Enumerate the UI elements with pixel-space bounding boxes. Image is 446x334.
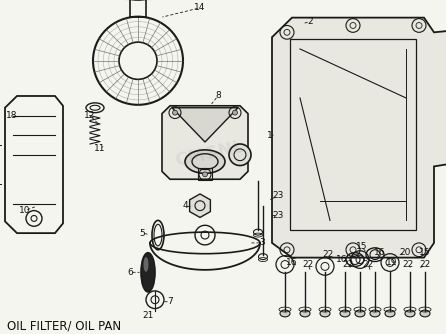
Text: OIL FILTER/ OIL PAN: OIL FILTER/ OIL PAN <box>7 319 121 332</box>
Text: 22: 22 <box>343 260 354 269</box>
Text: 19: 19 <box>386 258 398 267</box>
Text: 15: 15 <box>356 242 368 252</box>
Polygon shape <box>172 108 238 142</box>
Text: 16: 16 <box>374 248 386 257</box>
Text: 18: 18 <box>6 111 18 120</box>
Ellipse shape <box>385 310 395 317</box>
Ellipse shape <box>405 310 415 317</box>
Polygon shape <box>272 18 446 258</box>
Text: 22: 22 <box>419 260 431 269</box>
Text: 6: 6 <box>127 268 133 277</box>
Circle shape <box>173 110 178 115</box>
Polygon shape <box>190 194 211 217</box>
Text: 4: 4 <box>182 201 188 210</box>
Text: 2: 2 <box>307 17 313 26</box>
Text: 14: 14 <box>194 3 206 12</box>
Ellipse shape <box>141 253 155 292</box>
Bar <box>198 168 212 180</box>
Text: 3: 3 <box>259 238 265 247</box>
Text: 11: 11 <box>94 144 106 153</box>
Text: 5: 5 <box>139 229 145 237</box>
Ellipse shape <box>185 150 225 173</box>
Text: 16: 16 <box>336 255 348 264</box>
Ellipse shape <box>340 310 350 317</box>
Ellipse shape <box>320 310 330 317</box>
Ellipse shape <box>144 257 149 272</box>
Text: 8: 8 <box>215 92 221 101</box>
Text: 1: 1 <box>267 131 273 140</box>
Text: 22: 22 <box>322 250 334 259</box>
Ellipse shape <box>229 144 251 166</box>
Text: 23: 23 <box>273 191 284 200</box>
Text: 22: 22 <box>402 260 413 269</box>
Text: 12: 12 <box>84 111 96 120</box>
Text: 10: 10 <box>19 206 31 215</box>
Text: 22: 22 <box>302 260 314 269</box>
Text: 23: 23 <box>273 211 284 220</box>
Bar <box>290 39 416 230</box>
Ellipse shape <box>420 310 430 317</box>
Text: 21: 21 <box>142 311 154 320</box>
Text: 16: 16 <box>286 258 298 267</box>
Polygon shape <box>162 106 248 179</box>
Ellipse shape <box>280 310 290 317</box>
Text: CMSNL: CMSNL <box>173 138 246 170</box>
Ellipse shape <box>355 310 365 317</box>
Circle shape <box>202 172 207 177</box>
Text: 15: 15 <box>419 248 431 257</box>
Ellipse shape <box>300 310 310 317</box>
Text: 22: 22 <box>362 260 374 269</box>
Ellipse shape <box>370 310 380 317</box>
Text: 20: 20 <box>399 248 411 257</box>
Circle shape <box>232 110 238 115</box>
Text: 7: 7 <box>167 297 173 306</box>
